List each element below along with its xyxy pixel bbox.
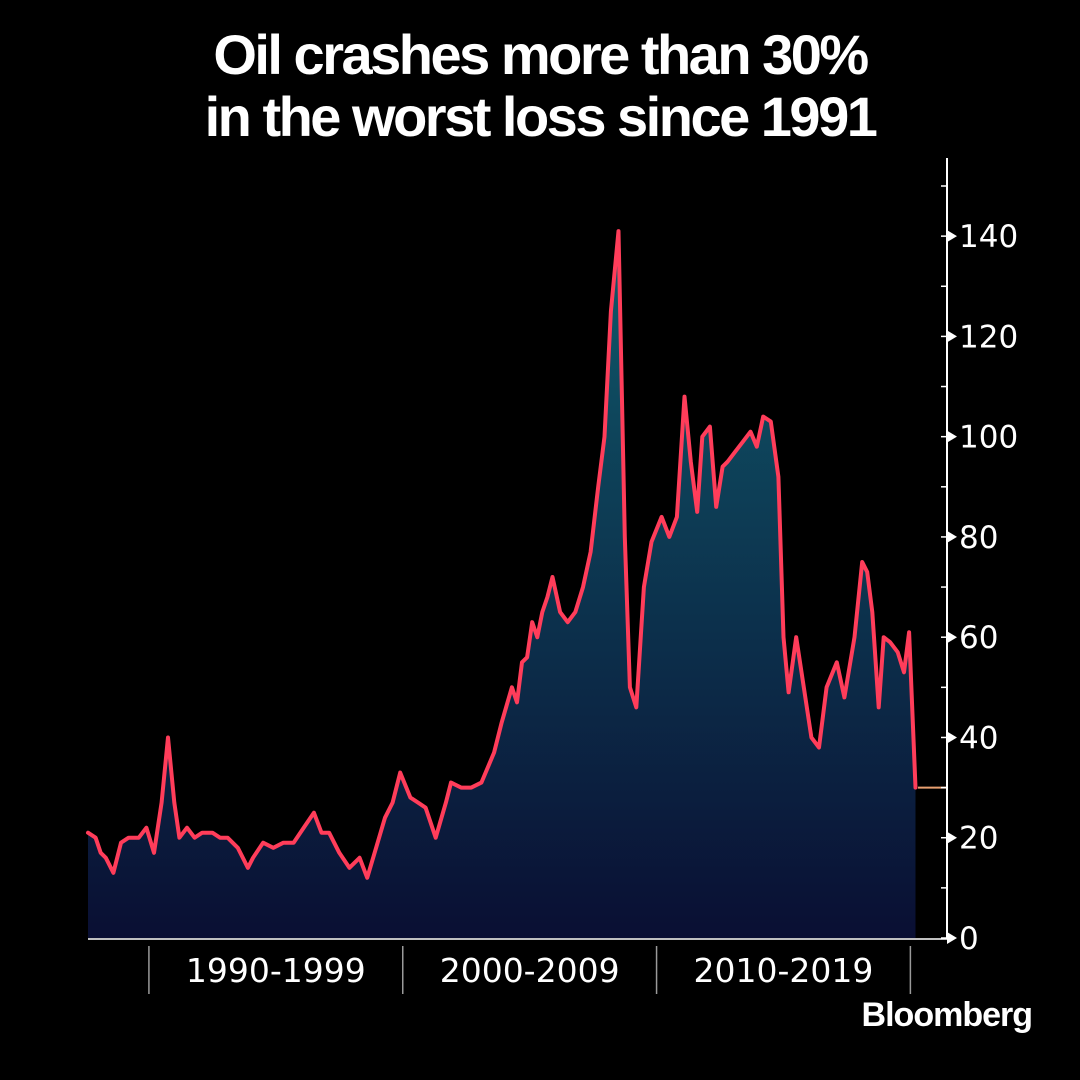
headline-line-2: in the worst loss since 1991: [204, 85, 878, 148]
axes: 0 20 40 60 80 100 120 140 1990-1999 2000-2009 2010…: [88, 158, 1018, 994]
series-area-0: [88, 231, 916, 939]
y-major-tick: [947, 230, 957, 243]
headline-line-1: Oil crashes more than 30%: [213, 23, 869, 86]
y-tick-label: 40: [959, 720, 998, 756]
series-line-0: [86, 229, 918, 880]
y-tick-label: 120: [959, 319, 1018, 355]
x-category-label: 1990-1999: [186, 951, 366, 990]
x-category-label: 2010-2019: [694, 951, 874, 990]
y-tick-label: 0: [959, 921, 979, 957]
plot-area: [86, 229, 947, 939]
y-major-tick: [947, 932, 957, 944]
bloomberg-logo: Bloomberg: [861, 996, 1033, 1034]
y-major-tick: [947, 530, 957, 543]
headline: Oil crashes more than 30% in the worst l…: [0, 24, 1080, 148]
y-tick-label: 100: [959, 420, 1018, 456]
y-major-tick: [947, 430, 957, 443]
y-tick-label: 80: [959, 520, 998, 556]
y-major-tick: [947, 330, 957, 343]
y-major-tick: [947, 631, 957, 644]
y-tick-label: 140: [959, 219, 1018, 255]
y-tick-label: 60: [959, 620, 998, 656]
y-tick-label: 20: [959, 821, 998, 857]
y-major-tick: [947, 831, 957, 844]
x-category-label: 2000-2009: [440, 951, 620, 990]
y-major-tick: [947, 731, 957, 744]
